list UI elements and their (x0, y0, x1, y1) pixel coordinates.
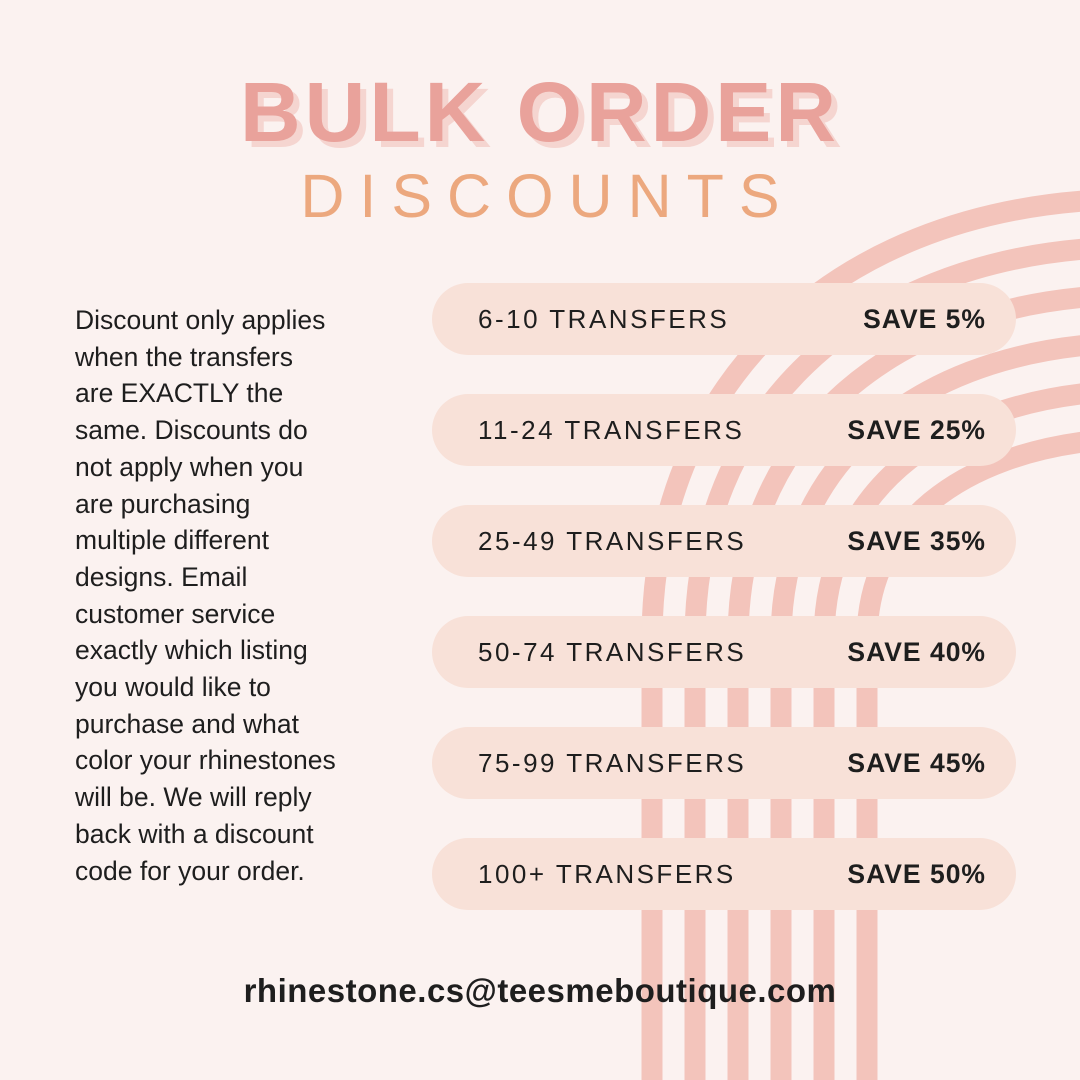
page-title: BULK ORDER (240, 65, 840, 159)
tier-range-label: 25-49 TRANSFERS (478, 525, 747, 556)
tier-save-label: SAVE 45% (847, 747, 986, 778)
tier-range-label: 50-74 TRANSFERS (478, 636, 747, 667)
contact-email: rhinestone.cs@teesmeboutique.com (243, 972, 837, 1009)
tier-range-label: 11-24 TRANSFERS (478, 414, 745, 445)
tier-range-label: 100+ TRANSFERS (478, 858, 736, 889)
tier-save-label: SAVE 35% (847, 525, 986, 556)
stripe-arc-5 (813, 383, 1080, 1080)
tier-row: 100+ TRANSFERS SAVE 50% (432, 838, 1016, 910)
tier-range-label: 75-99 TRANSFERS (478, 747, 747, 778)
tier-row: 75-99 TRANSFERS SAVE 45% (432, 727, 1016, 799)
tier-list: 6-10 TRANSFERS SAVE 5% 11-24 TRANSFERS S… (432, 283, 1016, 910)
tier-range-label: 6-10 TRANSFERS (478, 303, 730, 334)
headline: BULK ORDER DISCOUNTS (0, 70, 1080, 227)
tier-row: 50-74 TRANSFERS SAVE 40% (432, 616, 1016, 688)
tier-row: 6-10 TRANSFERS SAVE 5% (432, 283, 1016, 355)
tier-row: 25-49 TRANSFERS SAVE 35% (432, 505, 1016, 577)
tier-save-label: SAVE 5% (863, 303, 986, 334)
page-subtitle: DISCOUNTS (300, 162, 795, 230)
tier-row: 11-24 TRANSFERS SAVE 25% (432, 394, 1016, 466)
tier-save-label: SAVE 25% (847, 414, 986, 445)
tier-save-label: SAVE 50% (847, 858, 986, 889)
discount-policy-text: Discount only applies when the transfers… (75, 305, 336, 886)
tier-save-label: SAVE 40% (847, 636, 986, 667)
